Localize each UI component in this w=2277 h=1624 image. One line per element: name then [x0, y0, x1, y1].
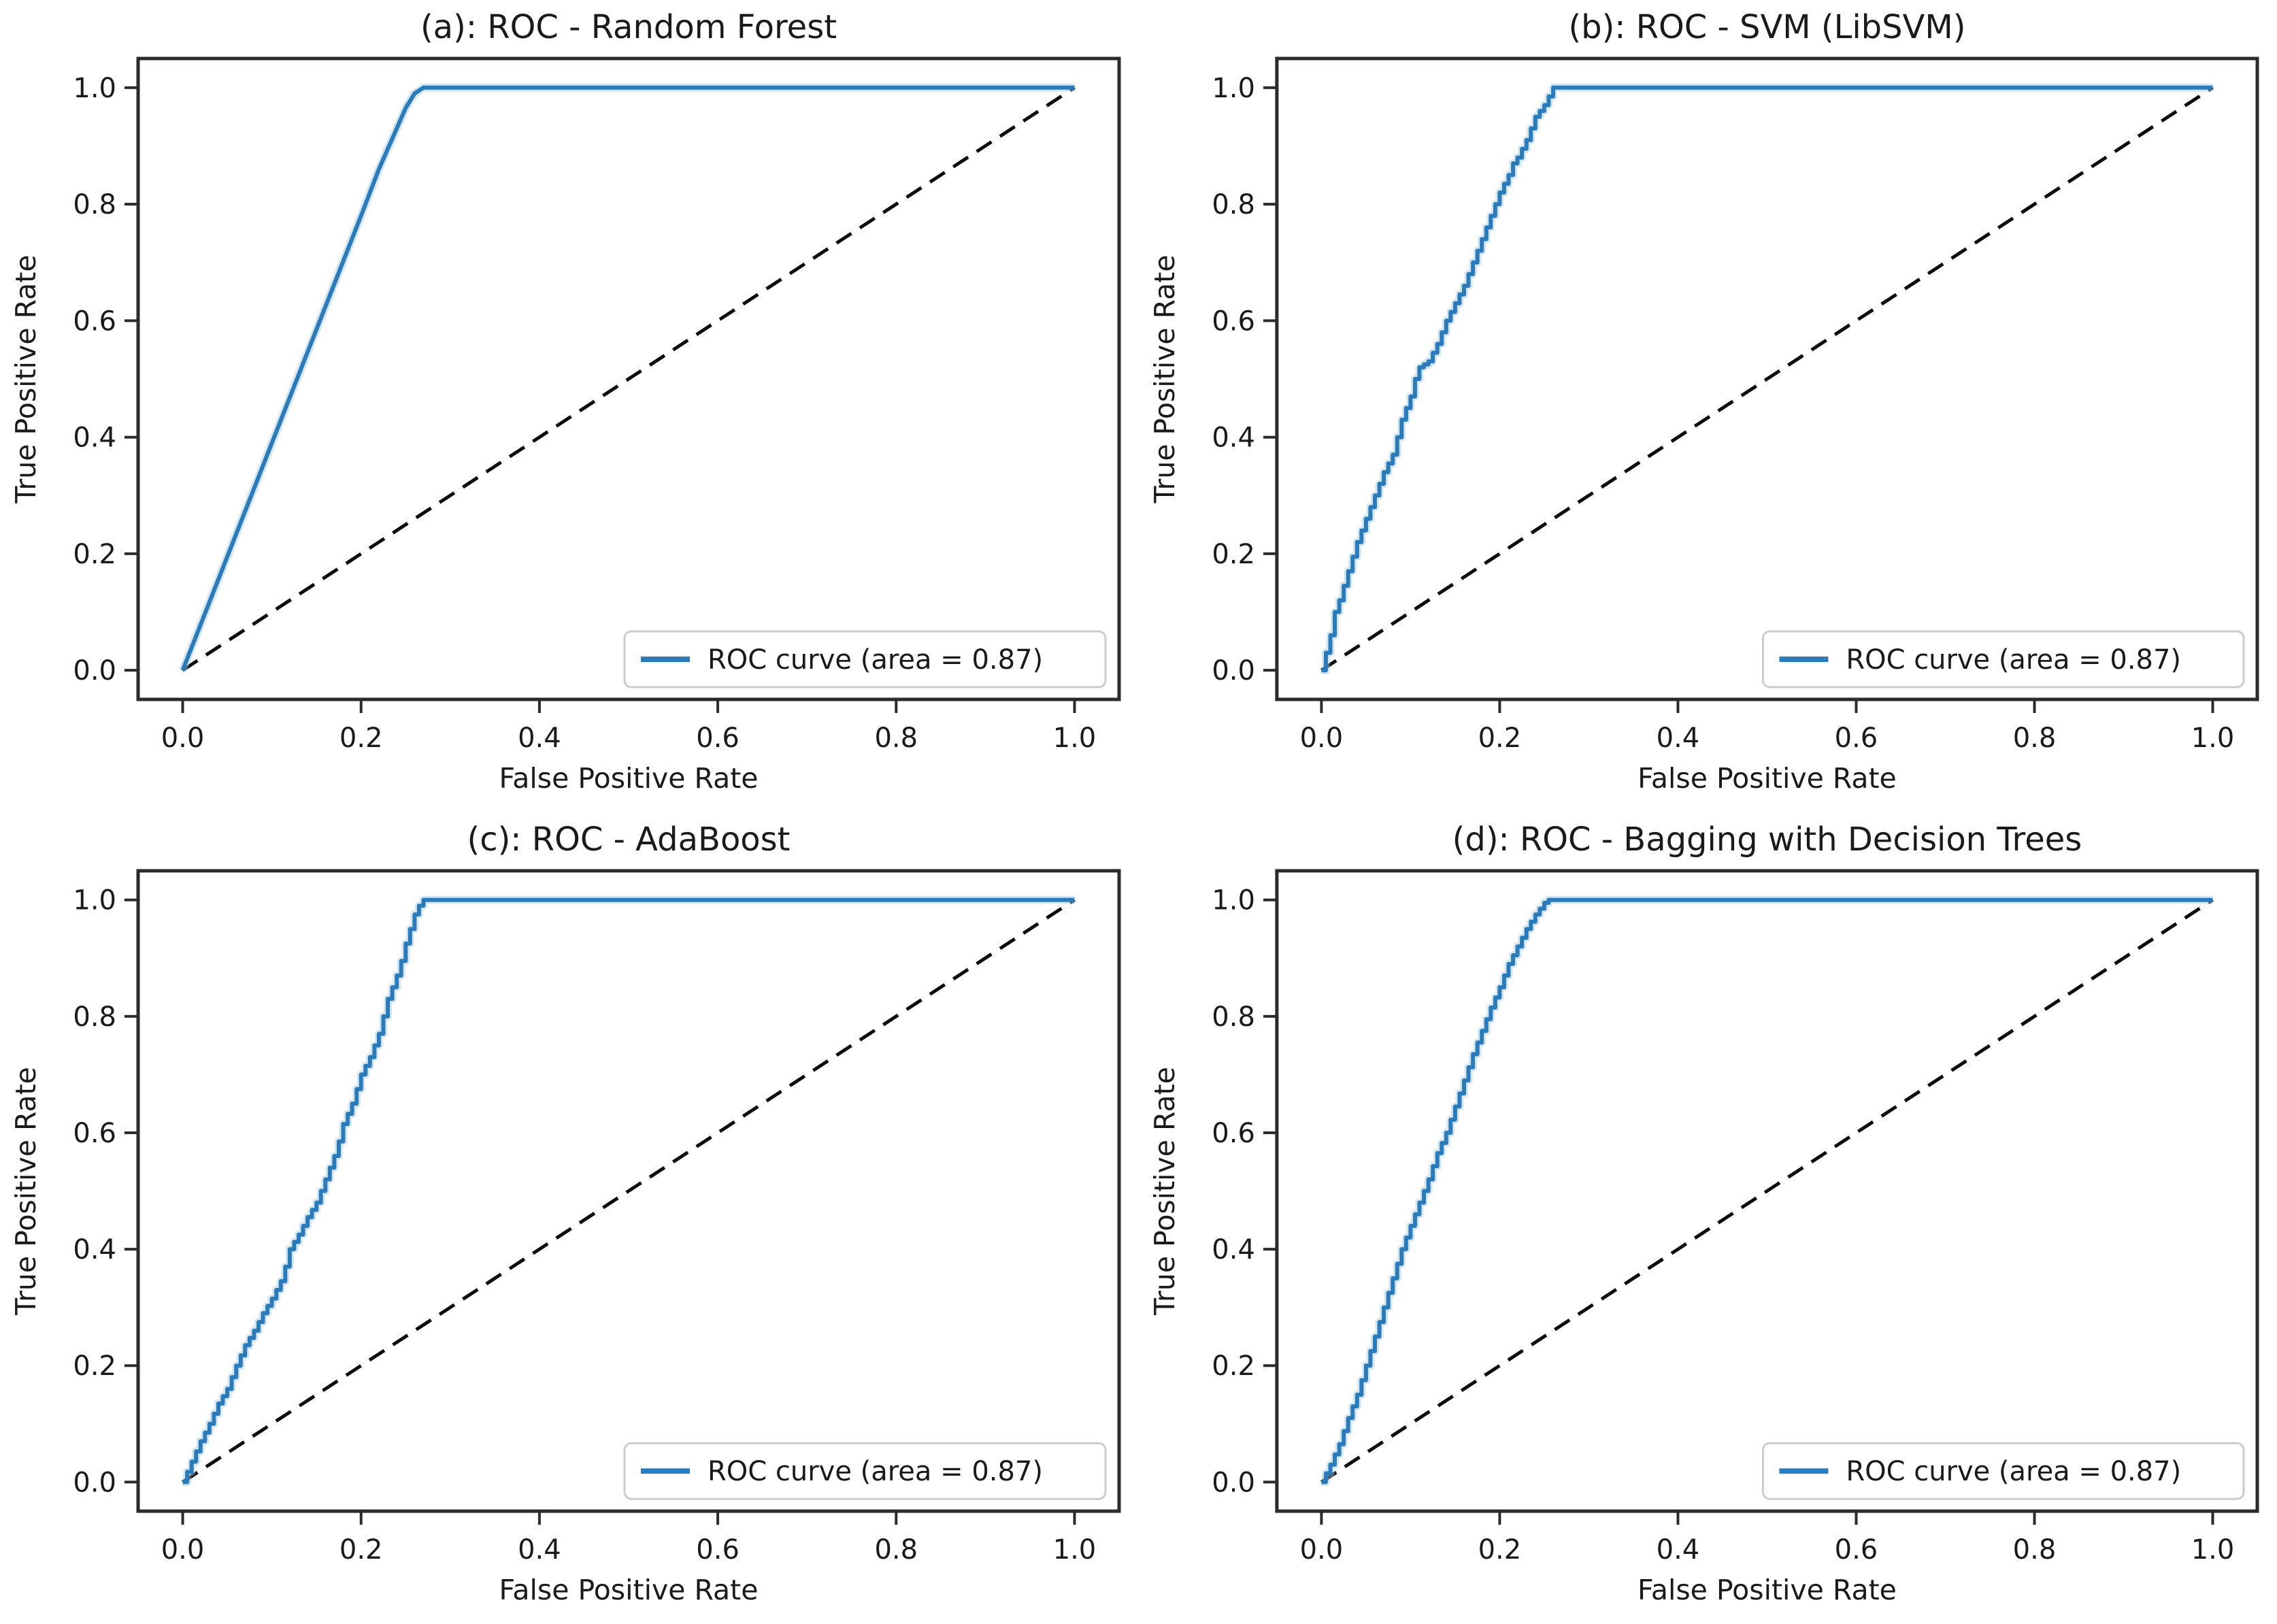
- x-axis-label: False Positive Rate: [1638, 1574, 1897, 1606]
- y-tick-label: 0.4: [73, 1234, 116, 1265]
- y-tick-label: 1.0: [1212, 885, 1255, 916]
- plot-title: (c): ROC - AdaBoost: [467, 821, 790, 859]
- roc-subplot-random-forest: 0.0 0.0 0.2 0.2 0.4 0.4 0.6 0.6 0.8 0.8 1.0 1.0 ROC …: [0, 0, 1139, 812]
- y-tick-label: 0.2: [73, 1350, 116, 1382]
- y-axis-label: True Positive Rate: [1148, 254, 1181, 503]
- y-tick-label: 0.2: [73, 539, 116, 570]
- x-tick-label: 1.0: [1053, 723, 1097, 754]
- y-tick-label: 0.0: [73, 1467, 116, 1498]
- x-axis-label: False Positive Rate: [499, 762, 758, 795]
- x-tick-label: 0.2: [1478, 723, 1522, 754]
- x-tick-label: 0.4: [518, 723, 561, 754]
- y-tick-label: 0.0: [73, 655, 116, 686]
- x-tick-label: 0.6: [696, 723, 739, 754]
- roc-chart-c: 0.0 0.0 0.2 0.2 0.4 0.4 0.6 0.6 0.8 0.8 1.0 1.0 ROC …: [10, 821, 1121, 1606]
- plot-title: (a): ROC - Random Forest: [420, 8, 837, 46]
- axes-box: [1275, 869, 2259, 1513]
- y-tick-label: 0.2: [1212, 1350, 1255, 1382]
- x-tick-label: 0.2: [339, 723, 383, 754]
- x-tick-label: 0.8: [874, 1534, 918, 1565]
- y-tick-label: 0.8: [73, 189, 116, 220]
- x-tick-label: 0.0: [1300, 1534, 1344, 1565]
- legend-label: ROC curve (area = 0.87): [1846, 644, 2181, 676]
- y-tick-label: 0.6: [73, 1118, 116, 1149]
- y-axis-label: True Positive Rate: [1148, 1067, 1181, 1316]
- roc-subplot-svm-libsvm: 0.0 0.0 0.2 0.2 0.4 0.4 0.6 0.6 0.8 0.8 1.0 1.0 ROC …: [1139, 0, 2277, 812]
- x-tick-label: 0.0: [1300, 723, 1344, 754]
- legend-label: ROC curve (area = 0.87): [708, 1456, 1043, 1487]
- chance-diagonal-line: [182, 898, 1076, 1484]
- y-tick-label: 0.6: [1212, 305, 1255, 337]
- y-tick-label: 0.2: [1212, 539, 1255, 570]
- legend-box: [623, 630, 1107, 689]
- y-tick-label: 0.4: [1212, 422, 1255, 454]
- legend-box: [623, 1442, 1107, 1500]
- axes-box: [1275, 56, 2259, 701]
- y-axis-label: True Positive Rate: [10, 254, 42, 503]
- x-tick-label: 0.8: [2013, 1534, 2057, 1565]
- y-tick-label: 1.0: [73, 73, 116, 104]
- y-axis-label: True Positive Rate: [10, 1067, 42, 1316]
- y-tick-label: 0.8: [73, 1001, 116, 1033]
- plot-title: (b): ROC - SVM (LibSVM): [1568, 8, 1965, 46]
- roc-curve-line: [1321, 897, 2213, 1485]
- legend-label: ROC curve (area = 0.87): [708, 644, 1043, 676]
- x-axis-label: False Positive Rate: [499, 1574, 759, 1606]
- roc-chart-a: 0.0 0.0 0.2 0.2 0.4 0.4 0.6 0.6 0.8 0.8 1.0 1.0 ROC …: [10, 8, 1121, 795]
- x-axis-label: False Positive Rate: [1638, 762, 1897, 795]
- roc-subplot-bagging-decision-trees: 0.0 0.0 0.2 0.2 0.4 0.4 0.6 0.6 0.8 0.8 1.0 1.0 ROC …: [1139, 812, 2277, 1624]
- roc-chart-d: 0.0 0.0 0.2 0.2 0.4 0.4 0.6 0.6 0.8 0.8 1.0 1.0 ROC …: [1148, 821, 2259, 1606]
- y-tick-label: 0.6: [1212, 1118, 1255, 1149]
- y-tick-label: 0.6: [73, 305, 116, 337]
- chance-diagonal-line: [1320, 86, 2214, 672]
- legend-box: [1761, 1442, 2245, 1500]
- roc-subplot-adaboost: 0.0 0.0 0.2 0.2 0.4 0.4 0.6 0.6 0.8 0.8 1.0 1.0 ROC …: [0, 812, 1139, 1624]
- plot-title: (d): ROC - Bagging with Decision Trees: [1452, 821, 2082, 859]
- legend-box: [1761, 630, 2245, 689]
- x-tick-label: 0.0: [161, 723, 205, 754]
- y-tick-label: 0.4: [1212, 1234, 1255, 1265]
- roc-chart-b: 0.0 0.0 0.2 0.2 0.4 0.4 0.6 0.6 0.8 0.8 1.0 1.0 ROC …: [1148, 8, 2259, 795]
- roc-curve-line: [182, 897, 1075, 1485]
- axes-box: [136, 869, 1121, 1513]
- x-tick-label: 0.2: [1478, 1534, 1522, 1565]
- x-tick-label: 0.2: [339, 1534, 383, 1565]
- x-tick-label: 0.6: [696, 1534, 739, 1565]
- y-tick-label: 0.8: [1212, 189, 1255, 220]
- x-tick-label: 0.4: [518, 1534, 561, 1565]
- axes-box: [136, 56, 1121, 701]
- legend-label: ROC curve (area = 0.87): [1846, 1456, 2181, 1487]
- x-tick-label: 1.0: [2191, 1534, 2235, 1565]
- x-tick-label: 0.0: [161, 1534, 205, 1565]
- y-tick-label: 0.0: [1212, 655, 1255, 686]
- x-tick-label: 0.4: [1657, 723, 1700, 754]
- roc-curve-line: [1321, 85, 2213, 673]
- y-tick-label: 1.0: [1212, 73, 1255, 104]
- roc-curve-line: [180, 85, 1075, 672]
- y-tick-label: 0.0: [1212, 1467, 1255, 1498]
- y-tick-label: 0.4: [73, 422, 116, 454]
- chance-diagonal-line: [1320, 898, 2214, 1484]
- chance-diagonal-line: [182, 86, 1076, 672]
- y-tick-label: 1.0: [73, 885, 116, 916]
- x-tick-label: 0.6: [1835, 723, 1878, 754]
- x-tick-label: 1.0: [1053, 1534, 1097, 1565]
- y-tick-label: 0.8: [1212, 1001, 1255, 1033]
- x-tick-label: 1.0: [2191, 723, 2235, 754]
- x-tick-label: 0.6: [1835, 1534, 1878, 1565]
- x-tick-label: 0.8: [2013, 723, 2057, 754]
- x-tick-label: 0.8: [874, 723, 918, 754]
- x-tick-label: 0.4: [1657, 1534, 1700, 1565]
